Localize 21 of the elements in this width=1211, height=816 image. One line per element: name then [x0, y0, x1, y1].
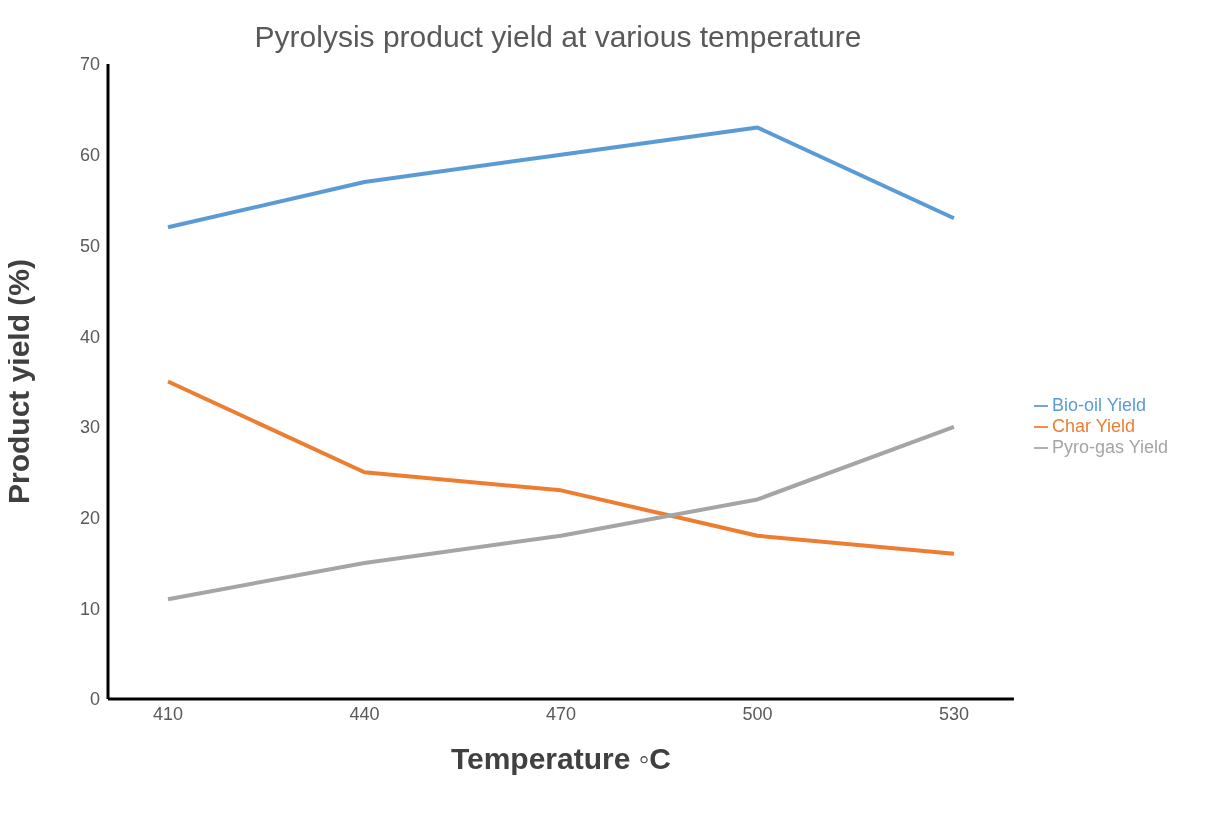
- y-tick-label: 60: [79, 145, 100, 166]
- legend-label: Pyro-gas Yield: [1051, 437, 1168, 457]
- y-tick-label: 70: [79, 54, 100, 75]
- x-axis-title: Temperature ◦C: [450, 742, 672, 775]
- y-tick-label: 40: [79, 326, 100, 347]
- y-tick-label: 20: [79, 507, 100, 528]
- line-series: [166, 379, 956, 556]
- y-tick-label: 50: [79, 235, 100, 256]
- legend-label: Bio-oil Yield: [1051, 395, 1146, 415]
- line-series: [166, 424, 956, 602]
- y-tick-label: 10: [79, 598, 100, 619]
- chart-title: Pyrolysis product yield at various temperature: [253, 19, 863, 54]
- x-tick-label: 530: [938, 703, 969, 724]
- y-tick-label: 0: [89, 689, 100, 710]
- line-series: [166, 125, 956, 230]
- x-tick-label: 440: [349, 703, 380, 724]
- y-tick-label: 30: [79, 417, 100, 438]
- x-tick-label: 500: [742, 703, 773, 724]
- x-tick-label: 410: [152, 703, 184, 724]
- legend-label: Char Yield: [1051, 416, 1135, 436]
- x-tick-label: 470: [545, 703, 576, 724]
